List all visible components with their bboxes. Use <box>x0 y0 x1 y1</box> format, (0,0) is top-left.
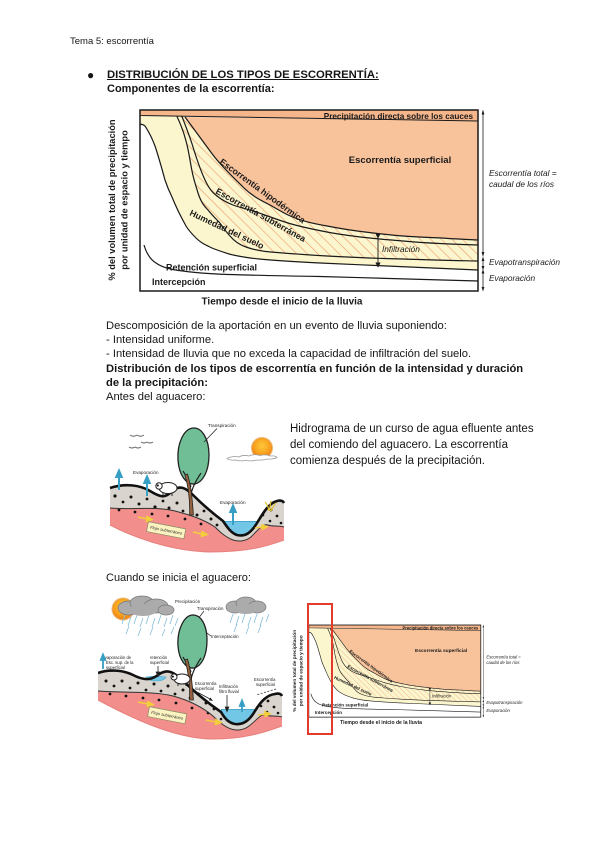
svg-text:Evaporación: Evaporación <box>220 500 246 505</box>
svg-text:filtro fluvial: filtro fluvial <box>219 689 239 694</box>
svg-text:Flujo subterráneo: Flujo subterráneo <box>151 710 185 721</box>
svg-text:Transpiración: Transpiración <box>197 606 224 611</box>
svg-text:Flujo subterráneo: Flujo subterráneo <box>150 525 184 536</box>
svg-text:Infiltración: Infiltración <box>219 684 239 689</box>
svg-text:Transpiración: Transpiración <box>208 423 236 428</box>
svg-text:superficial: superficial <box>195 686 214 691</box>
svg-text:Precipitación: Precipitación <box>175 599 201 604</box>
svg-text:Escorrentía: Escorrentía <box>195 681 217 686</box>
svg-text:Evaporación de: Evaporación de <box>102 655 132 660</box>
svg-text:Esc. sup. de la: Esc. sup. de la <box>106 660 134 665</box>
svg-text:Escorrentía: Escorrentía <box>254 677 276 682</box>
svg-text:Evaporación: Evaporación <box>133 470 159 475</box>
svg-text:retención: retención <box>150 655 168 660</box>
svg-text:superficial: superficial <box>256 682 275 687</box>
svg-text:Interceptación: Interceptación <box>211 634 239 639</box>
svg-text:superficial: superficial <box>106 665 125 670</box>
svg-text:superficial: superficial <box>150 660 169 665</box>
